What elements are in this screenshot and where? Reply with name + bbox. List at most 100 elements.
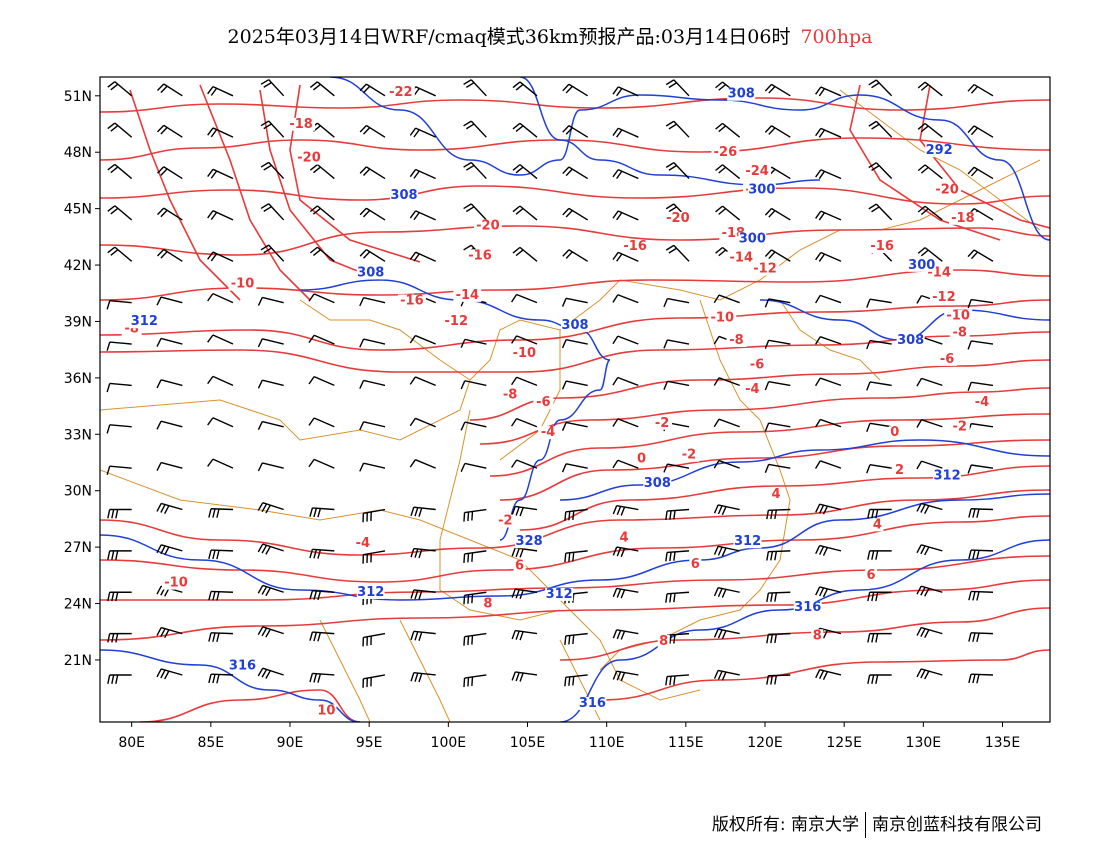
wind-barb xyxy=(815,127,842,138)
label-backdrop xyxy=(510,347,539,361)
wind-barb xyxy=(208,508,234,518)
wind-barb xyxy=(257,584,284,597)
wind-barb xyxy=(764,83,791,97)
wind-barb xyxy=(561,463,588,473)
temperature-label: -8 xyxy=(729,333,743,348)
temperature-label: -20 xyxy=(935,183,959,198)
wind-barb xyxy=(359,379,386,389)
title-main: 2025年03月14日WRF/cmaq模式36km预报产品:03月14日06时 xyxy=(227,26,791,48)
label-backdrop xyxy=(621,240,650,254)
copyright-left: 版权所有: 南京大学 xyxy=(711,815,859,835)
label-backdrop xyxy=(727,251,756,265)
wind-barb xyxy=(867,508,892,519)
wind-barb xyxy=(612,546,639,558)
temperature-isoline xyxy=(199,84,311,301)
temperature-label: -26 xyxy=(714,145,738,160)
wind-barb xyxy=(713,669,740,681)
wind-barb xyxy=(561,421,588,431)
label-backdrop xyxy=(652,416,673,430)
wind-barb xyxy=(107,246,133,262)
theta-label: 312 xyxy=(131,314,158,329)
theta-label: 328 xyxy=(516,534,543,549)
label-backdrop xyxy=(618,531,631,545)
wind-barb xyxy=(917,122,943,138)
wind-barb xyxy=(511,335,538,345)
label-backdrop xyxy=(893,463,906,477)
wind-barb xyxy=(764,298,791,308)
lon-tick-label: 100E xyxy=(431,735,467,751)
temperature-label: -14 xyxy=(730,250,754,265)
plot-frame xyxy=(99,76,1051,723)
wind-barb xyxy=(766,550,791,561)
wind-barb xyxy=(260,244,285,262)
wind-barb xyxy=(156,248,183,262)
wind-barb xyxy=(309,163,335,180)
wind-barb xyxy=(309,507,335,518)
wind-barb xyxy=(409,168,436,180)
label-backdrop xyxy=(287,117,316,131)
temperature-label: 6 xyxy=(867,568,876,583)
wind-barb xyxy=(561,338,588,349)
label-backdrop xyxy=(513,559,526,573)
wind-barb xyxy=(511,671,538,682)
title-pressure-level: 700hpa xyxy=(800,26,873,48)
wind-barb xyxy=(257,379,284,389)
temperature-label: -12 xyxy=(932,290,956,305)
wind-barb xyxy=(713,504,740,516)
wind-barb xyxy=(612,127,639,138)
wind-barb xyxy=(362,674,386,688)
label-backdrop xyxy=(657,634,670,648)
wind-barb xyxy=(362,508,386,523)
wind-barb xyxy=(107,591,132,602)
wind-barb xyxy=(156,379,183,389)
temperature-label: 0 xyxy=(637,451,646,466)
wind-barb xyxy=(868,120,893,138)
axis-ticks: 80E 85E 90E 95E 100E 105E 110E 115E 120E 125E 130E… xyxy=(64,89,1021,751)
wind-barb xyxy=(511,459,538,469)
temperature-label: -2 xyxy=(655,416,669,431)
lat-tick-label: 33N xyxy=(64,427,92,443)
wind-barb xyxy=(511,417,538,428)
label-backdrop xyxy=(925,144,954,158)
label-backdrop xyxy=(356,266,385,280)
lon-tick-label: 85E xyxy=(197,735,224,751)
lon-tick-label: 90E xyxy=(277,735,304,751)
label-backdrop xyxy=(679,448,699,462)
label-backdrop xyxy=(949,420,970,434)
border-line xyxy=(779,299,881,381)
label-backdrop xyxy=(726,334,747,348)
wind-barb xyxy=(663,463,690,473)
temperature-label: -14 xyxy=(456,288,480,303)
wind-barb xyxy=(410,589,436,600)
wind-barb xyxy=(460,338,487,348)
label-backdrop xyxy=(868,240,897,254)
label-backdrop xyxy=(708,311,737,325)
theta-label: 308 xyxy=(561,318,588,333)
temperature-label: -20 xyxy=(666,211,690,226)
wind-barb xyxy=(107,205,133,221)
label-backdrop xyxy=(466,249,494,263)
wind-barb xyxy=(561,297,588,307)
wind-barb xyxy=(309,246,335,262)
wind-barb xyxy=(359,83,386,97)
wind-barb xyxy=(156,626,183,639)
temperature-label: -16 xyxy=(623,239,647,254)
wind-barb xyxy=(106,424,132,434)
label-backdrop xyxy=(545,587,574,601)
wind-barb xyxy=(107,508,132,519)
temperature-label: -6 xyxy=(940,352,954,367)
label-backdrop xyxy=(811,629,824,643)
wind-barb xyxy=(207,417,234,428)
wind-barb xyxy=(156,668,183,680)
wind-barb xyxy=(916,377,943,387)
wind-barb xyxy=(967,83,994,97)
wind-barb xyxy=(868,203,893,221)
wind-barb xyxy=(967,298,994,309)
wind-barb xyxy=(868,79,893,97)
wind-barb xyxy=(460,380,487,390)
temperature-label: -22 xyxy=(389,85,413,100)
theta-label: 312 xyxy=(734,534,761,549)
label-backdrop xyxy=(578,696,607,710)
label-backdrop xyxy=(162,576,190,590)
temperature-label: 8 xyxy=(659,634,668,649)
